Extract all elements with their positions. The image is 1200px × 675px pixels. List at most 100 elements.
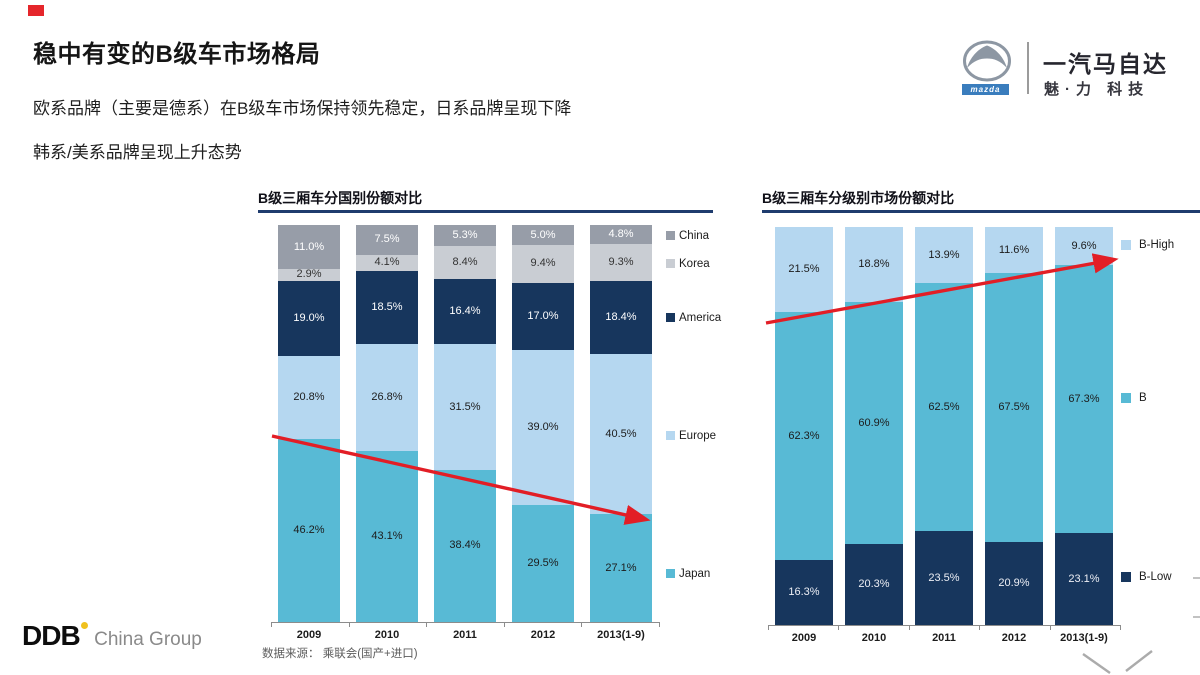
segment-value-label: 18.4%	[605, 310, 637, 323]
bar-segment-europe: 39.0%	[512, 350, 574, 505]
segment-value-label: 8.4%	[452, 256, 478, 269]
segment-value-label: 20.9%	[998, 576, 1030, 589]
rising-trend-arrow	[765, 253, 1119, 325]
category-label: 2013(1-9)	[1060, 632, 1108, 644]
data-source-note: 数据来源： 乘联会(国产+进口)	[262, 648, 418, 660]
segment-value-label: 67.5%	[998, 400, 1030, 413]
segment-value-label: 62.5%	[928, 400, 960, 413]
legend-label-b-low: B-Low	[1139, 571, 1172, 583]
legend-swatch-america	[666, 313, 675, 322]
segment-value-label: 4.1%	[374, 256, 400, 269]
segment-value-label: 11.6%	[998, 243, 1030, 256]
segment-value-label: 2.9%	[296, 268, 322, 281]
bar-segment-korea: 4.1%	[356, 254, 418, 272]
segment-value-label: 46.2%	[293, 523, 325, 536]
bar-segment-b-high: 21.5%	[775, 226, 833, 313]
segment-value-label: 20.8%	[293, 390, 325, 403]
bar-segment-america: 16.4%	[434, 279, 496, 345]
ddb-group-text: China Group	[94, 629, 202, 650]
x-axis-tick	[1049, 625, 1051, 630]
bar-segment-america: 19.0%	[278, 280, 340, 356]
segment-value-label: 20.3%	[858, 578, 890, 591]
segment-value-label: 40.5%	[605, 427, 637, 440]
segment-value-label: 39.0%	[527, 420, 559, 433]
segment-value-label: 67.3%	[1068, 392, 1100, 405]
left-chart-title: B级三厢车分国别份额对比	[258, 190, 423, 206]
bar-segment-europe: 40.5%	[590, 353, 652, 515]
category-label: 2011	[932, 632, 956, 644]
segment-value-label: 18.8%	[858, 257, 890, 270]
legend-swatch-europe	[666, 431, 675, 440]
bar-segment-b-low: 20.3%	[845, 544, 903, 625]
logo-divider	[1027, 42, 1029, 94]
corner-accent-block	[28, 5, 44, 16]
category-label: 2009	[791, 632, 817, 644]
subtitle-line-1: 欧系品牌（主要是德系）在B级车市场保持领先稳定，日系品牌呈现下降	[33, 99, 572, 118]
category-label: 2012	[530, 629, 556, 641]
bar-segment-b-high: 13.9%	[915, 227, 973, 283]
segment-value-label: 19.0%	[293, 311, 325, 324]
bar-segment-america: 17.0%	[512, 282, 574, 351]
legend-label-japan: Japan	[679, 568, 711, 580]
bar-segment-japan: 29.5%	[512, 504, 574, 622]
bar-segment-china: 7.5%	[356, 225, 418, 255]
bar-segment-japan: 43.1%	[356, 450, 418, 622]
bar-segment-america: 18.4%	[590, 280, 652, 354]
x-axis-tick	[503, 622, 505, 627]
bar-segment-japan: 27.1%	[590, 514, 652, 622]
x-axis-tick	[838, 625, 840, 630]
bar-segment-korea: 2.9%	[278, 269, 340, 281]
bar-segment-europe: 31.5%	[434, 344, 496, 470]
declining-trend-arrow	[271, 434, 651, 525]
bar-segment-japan: 38.4%	[434, 469, 496, 622]
edge-mark	[1193, 577, 1200, 579]
x-axis-tick	[908, 625, 910, 630]
bar-segment-b-high: 11.6%	[985, 227, 1043, 274]
segment-value-label: 17.0%	[527, 309, 559, 322]
bar-segment-europe: 26.8%	[356, 344, 418, 451]
legend-label-korea: Korea	[679, 258, 710, 270]
segment-value-label: 60.9%	[858, 416, 890, 429]
legend-swatch-b	[1121, 393, 1131, 403]
bar-segment-america: 18.5%	[356, 271, 418, 345]
ddb-logo: DDB China Group	[22, 620, 202, 652]
x-axis-tick	[979, 625, 981, 630]
x-axis-line	[768, 625, 1120, 626]
category-label: 2010	[861, 632, 887, 644]
category-label: 2009	[296, 629, 322, 641]
x-axis-tick	[768, 625, 769, 630]
segment-value-label: 7.5%	[374, 233, 400, 246]
category-label: 2012	[1001, 632, 1027, 644]
legend-swatch-b-low	[1121, 572, 1131, 582]
page-title: 稳中有变的B级车市场格局	[33, 41, 321, 68]
legend-label-b-high: B-High	[1139, 239, 1175, 251]
bar-segment-korea: 8.4%	[434, 246, 496, 280]
legend-label-china: China	[679, 230, 710, 242]
segment-value-label: 5.3%	[452, 229, 478, 242]
segment-value-label: 21.5%	[788, 262, 820, 275]
legend-label-b: B	[1139, 392, 1147, 404]
segment-value-label: 31.5%	[449, 400, 481, 413]
bar-segment-b: 62.3%	[775, 312, 833, 561]
x-axis-tick	[581, 622, 583, 627]
x-axis-tick	[426, 622, 428, 627]
x-axis-line	[271, 622, 659, 623]
segment-value-label: 27.1%	[605, 561, 637, 574]
bar-segment-china: 5.3%	[434, 225, 496, 247]
bar-segment-b-low: 23.1%	[1055, 533, 1113, 625]
bar-segment-b: 62.5%	[915, 282, 973, 532]
bar-segment-europe: 20.8%	[278, 356, 340, 439]
legend-swatch-b-high	[1121, 240, 1131, 250]
bar-segment-b-high: 18.8%	[845, 227, 903, 302]
bar-segment-china: 5.0%	[512, 225, 574, 246]
segment-value-label: 9.4%	[530, 257, 556, 270]
bar-segment-b-low: 16.3%	[775, 560, 833, 625]
x-axis-tick	[348, 622, 350, 627]
edge-mark	[1193, 616, 1200, 618]
bar-segment-b: 60.9%	[845, 301, 903, 545]
segment-value-label: 5.0%	[530, 228, 556, 241]
bar-segment-japan: 46.2%	[278, 438, 340, 622]
bar-segment-b-high: 9.6%	[1055, 227, 1113, 266]
ddb-logo-text: DDB	[22, 620, 81, 651]
